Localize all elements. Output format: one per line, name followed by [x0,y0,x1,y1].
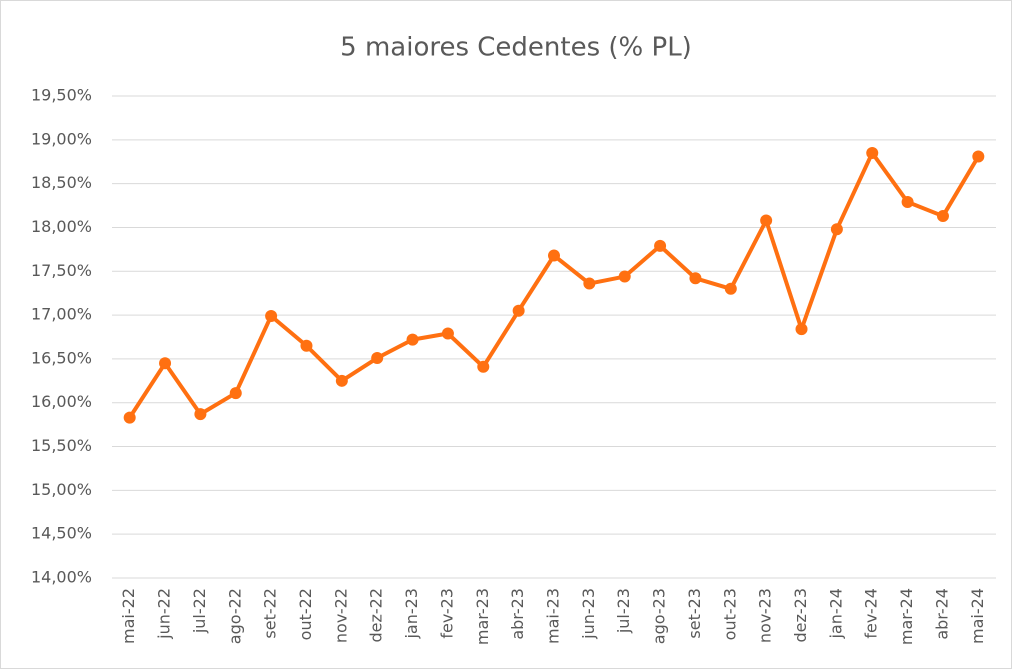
data-point [795,323,808,336]
x-tick-label: fev-24 [862,588,881,639]
y-tick-label: 16,50% [31,348,92,367]
x-tick-label: ago-23 [650,588,669,644]
x-tick-label: jul-23 [614,588,633,634]
data-point [548,249,560,262]
data-point [760,214,773,227]
x-tick-label: jun-23 [579,588,598,640]
y-tick-label: 18,50% [31,173,92,192]
data-point [724,282,737,295]
x-tick-label: nov-22 [331,588,350,643]
data-point [159,357,172,370]
x-tick-label: nov-23 [756,588,775,643]
chart-title: 5 maiores Cedentes (% PL) [340,33,692,63]
y-tick-label: 14,50% [31,524,92,543]
data-point [265,309,278,322]
x-tick-label: abr-23 [508,588,527,640]
y-tick-label: 17,00% [31,305,92,324]
data-point [229,387,242,400]
data-point [654,239,667,252]
data-point [194,408,207,421]
y-tick-label: 19,00% [31,129,92,148]
data-point [689,272,702,285]
x-tick-label: mai-24 [968,588,987,644]
x-tick-label: set-23 [685,588,704,639]
y-tick-label: 15,00% [31,480,92,499]
x-tick-label: abr-24 [932,588,951,640]
x-tick-label: mai-22 [119,588,138,644]
x-tick-label: jul-22 [190,588,209,634]
data-point [901,196,914,209]
data-point [123,411,136,424]
x-tick-label: set-22 [261,588,280,639]
data-point [441,327,454,340]
x-tick-label: jan-23 [402,588,421,640]
y-tick-label: 16,00% [31,392,92,411]
data-point [371,352,384,365]
x-tick-label: fev-23 [437,588,456,639]
data-point [512,304,525,317]
x-tick-label: out-23 [720,588,739,640]
y-tick-label: 14,00% [31,568,92,587]
data-point [972,150,985,163]
y-tick-label: 17,50% [31,261,92,280]
x-tick-label: jun-22 [155,588,174,640]
y-tick-label: 18,00% [31,217,92,236]
data-point [830,223,843,236]
x-tick-label: jan-24 [826,588,845,640]
x-tick-label: dez-22 [367,588,386,643]
x-tick-label: mar-23 [473,588,492,645]
data-point [866,146,879,159]
x-tick-label: mai-23 [544,588,563,644]
data-point [936,210,949,223]
data-point [583,277,596,290]
data-point [618,270,631,283]
data-point [406,333,419,346]
data-point [335,374,348,387]
y-tick-label: 19,50% [31,86,92,105]
y-tick-label: 15,50% [31,436,92,455]
data-point [477,360,490,373]
data-point [300,339,313,352]
x-tick-label: out-22 [296,588,315,640]
x-tick-label: dez-23 [791,588,810,643]
x-tick-label: mar-24 [897,588,916,645]
x-tick-label: ago-22 [225,588,244,644]
